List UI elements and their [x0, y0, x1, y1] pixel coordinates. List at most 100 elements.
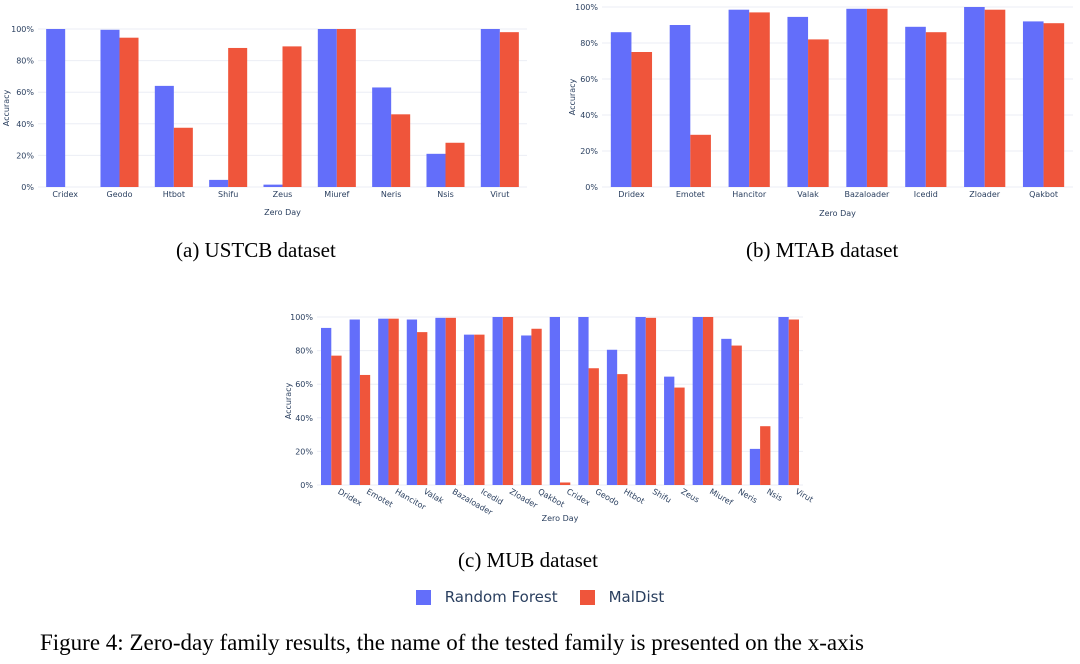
bar-random-forest-zloader [492, 317, 503, 485]
bar-maldist-htbot [173, 127, 193, 187]
x-tick-label: Zloader [969, 190, 1001, 199]
bar-random-forest-neris [721, 338, 732, 485]
x-tick-label: Cridex [565, 487, 592, 508]
x-tick-label: Dridex [336, 487, 363, 508]
bar-random-forest-cridex [549, 317, 560, 485]
x-tick-label: Virut [794, 487, 815, 504]
bar-random-forest-emotet [669, 25, 691, 187]
bar-random-forest-htbot [606, 349, 618, 485]
bar-maldist-nsis [760, 426, 771, 485]
bar-random-forest-valak [787, 16, 809, 188]
bar-maldist-bazaloader [866, 8, 888, 187]
bar-random-forest-geodo [578, 317, 589, 485]
x-axis-title: Zero Day [819, 209, 856, 218]
bar-maldist-emotet [690, 134, 711, 187]
chart-ustcb: 0% 20% 40% 60% 80% 100% Cridex Geodo Htbot Shifu Z… [2, 25, 527, 217]
bar-random-forest-miuref [317, 29, 337, 187]
bar-maldist-valak [417, 332, 428, 485]
bar-random-forest-htbot [154, 85, 174, 187]
x-axis-title: Zero Day [264, 208, 301, 217]
y-tick-label: 100% [11, 25, 34, 34]
x-tick-label: Htbot [163, 190, 185, 199]
x-tick-label: Qakbot [1029, 190, 1058, 199]
bar-maldist-hancitor [749, 12, 770, 188]
bar-random-forest-valak [406, 319, 418, 485]
bar-random-forest-cridex [46, 29, 66, 187]
y-tick-label: 80% [16, 57, 34, 66]
x-tick-label: Zloader [508, 487, 540, 511]
y-tick-label: 40% [580, 111, 598, 120]
legend-swatch-random-forest [415, 589, 431, 605]
bar-random-forest-nsis [749, 448, 761, 485]
y-tick-label: 60% [295, 380, 313, 389]
bar-maldist-qakbot [531, 328, 542, 485]
y-tick-label: 40% [295, 414, 313, 423]
x-tick-label: Icedid [914, 190, 938, 199]
bar-maldist-dridex [331, 355, 342, 485]
bar-maldist-valak [808, 39, 829, 188]
bar-maldist-zeus [282, 46, 302, 187]
caption-a: (a) USTCB dataset [176, 238, 336, 262]
x-tick-label: Emotet [365, 487, 395, 509]
bar-maldist-bazaloader [445, 317, 456, 485]
x-tick-label: Geodo [107, 190, 133, 199]
y-axis-title: Accuracy [568, 78, 577, 115]
y-tick-label: 100% [290, 313, 313, 322]
bar-random-forest-dridex [610, 32, 632, 188]
legend-item-random-forest: Random Forest [415, 588, 558, 606]
x-tick-label: Valak [797, 190, 819, 199]
y-tick-label: 20% [16, 151, 34, 160]
bar-maldist-dridex [631, 52, 653, 187]
bar-maldist-zeus [674, 387, 685, 485]
bar-random-forest-qakbot [1022, 21, 1044, 188]
x-tick-label: Dridex [618, 190, 645, 199]
legend-item-maldist: MalDist [579, 588, 664, 606]
x-tick-label: Bazaloader [845, 190, 891, 199]
bar-random-forest-icedid [905, 26, 926, 187]
x-tick-label: Qakbot [536, 487, 566, 509]
caption-c: (c) MUB dataset [458, 548, 598, 572]
x-tick-label: Emotet [676, 190, 705, 199]
bar-maldist-icedid [925, 32, 947, 188]
bar-maldist-neris [731, 345, 742, 485]
bar-random-forest-hancitor [378, 318, 389, 485]
x-tick-label: Shifu [651, 487, 673, 505]
bar-maldist-zloader [984, 9, 1006, 188]
bar-maldist-htbot [617, 374, 628, 485]
bar-maldist-cridex [560, 482, 571, 485]
bar-random-forest-zloader [964, 7, 985, 187]
y-tick-label: 40% [16, 120, 34, 129]
y-tick-label: 60% [16, 88, 34, 97]
bar-maldist-shifu [228, 47, 248, 188]
x-tick-label: Cridex [52, 190, 78, 199]
chart-mtab: 0% 20% 40% 60% 80% 100% Dridex Emotet Hancitor Va… [568, 3, 1073, 218]
bar-maldist-virut [499, 32, 519, 187]
y-axis-title: Accuracy [284, 382, 293, 419]
x-tick-label: Miuref [708, 487, 734, 507]
bar-random-forest-nsis [426, 153, 446, 187]
bar-maldist-neris [391, 114, 411, 187]
y-tick-label: 20% [295, 447, 313, 456]
bar-random-forest-hancitor [728, 9, 750, 188]
y-tick-label: 60% [580, 75, 598, 84]
y-axis-title: Accuracy [2, 89, 11, 126]
bar-maldist-shifu [645, 317, 657, 485]
bar-random-forest-miuref [692, 317, 703, 485]
bar-random-forest-bazaloader [435, 317, 446, 485]
bar-maldist-icedid [474, 334, 485, 485]
figure-caption: Figure 4: Zero-day family results, the n… [40, 630, 864, 655]
bar-maldist-qakbot [1043, 23, 1065, 188]
x-tick-label: Neris [737, 487, 759, 505]
x-tick-label: Hancitor [732, 190, 767, 199]
x-tick-label: Nsis [765, 487, 784, 503]
bar-random-forest-qakbot [521, 335, 532, 485]
x-tick-label: Neris [381, 190, 402, 199]
bar-random-forest-neris [372, 87, 392, 187]
bar-maldist-miuref [336, 29, 356, 187]
y-tick-label: 0% [300, 481, 313, 490]
x-tick-label: Htbot [622, 487, 646, 506]
bar-random-forest-icedid [463, 334, 475, 485]
x-tick-label: Hancitor [393, 487, 427, 512]
legend-swatch-maldist [579, 589, 595, 605]
bar-random-forest-shifu [635, 317, 646, 485]
